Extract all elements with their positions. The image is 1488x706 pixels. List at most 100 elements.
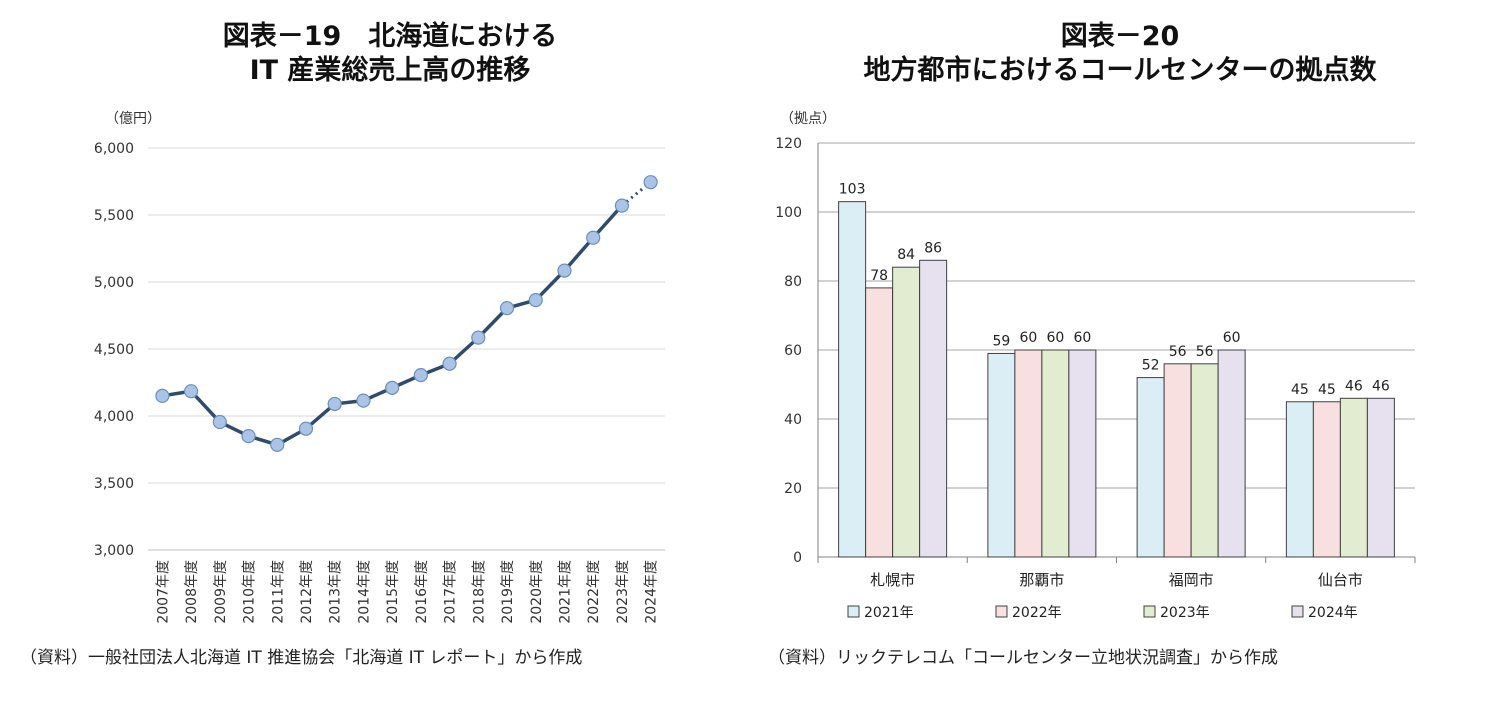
- bar: [919, 259, 948, 558]
- legend-swatch: [1291, 605, 1304, 618]
- y-tick-label: 120: [775, 136, 802, 152]
- x-tick-label: 2024年度: [644, 560, 660, 624]
- x-tick-label: 2014年度: [356, 560, 372, 624]
- bar: [1285, 401, 1314, 558]
- data-label: 103: [839, 182, 866, 198]
- y-tick-label: 0: [793, 550, 802, 566]
- data-label: 60: [1019, 330, 1037, 346]
- data-point: [557, 263, 572, 278]
- y-tick-label: 4,500: [94, 342, 134, 358]
- x-tick-label: 2009年度: [213, 560, 229, 624]
- source-note: （資料）一般社団法人北海道 IT 推進協会「北海道 IT レポート」から作成: [20, 648, 583, 668]
- chart-title-it-sales: 図表－19 北海道における IT 産業総売上高の推移: [110, 20, 670, 88]
- bar: [1190, 363, 1219, 558]
- y-tick-label: 20: [784, 481, 802, 497]
- source-note: （資料）リックテレコム「コールセンター立地状況調査」から作成: [768, 648, 1278, 668]
- x-tick-label: 仙台市: [1318, 571, 1363, 589]
- bar: [1312, 401, 1341, 558]
- data-point: [643, 175, 658, 190]
- x-tick-label: 2010年度: [242, 560, 258, 624]
- y-tick-label: 60: [784, 343, 802, 359]
- data-label: 86: [924, 240, 942, 256]
- data-point: [586, 230, 601, 245]
- legend-label: 2023年: [1160, 605, 1210, 621]
- data-point: [614, 198, 630, 213]
- x-tick-label: 2017年度: [443, 560, 459, 624]
- x-tick-label: 2019年度: [500, 560, 516, 624]
- data-point: [183, 384, 199, 399]
- bar: [1068, 349, 1097, 558]
- data-label: 60: [1223, 330, 1241, 346]
- bar: [987, 352, 1016, 558]
- y-tick-label: 100: [775, 205, 802, 221]
- y-tick-label: 6,000: [94, 141, 134, 157]
- x-tick-label: 2023年度: [615, 560, 631, 624]
- x-tick-label: 2008年度: [184, 560, 200, 624]
- x-tick-label: 2015年度: [385, 560, 401, 624]
- x-tick-label: 那覇市: [1019, 571, 1064, 589]
- bar: [892, 266, 921, 558]
- data-label: 59: [992, 333, 1010, 349]
- data-label: 60: [1046, 330, 1064, 346]
- title-line-2: IT 産業総売上高の推移: [249, 55, 531, 86]
- data-label: 46: [1372, 378, 1390, 394]
- x-tick-label: 2018年度: [471, 560, 487, 624]
- data-point: [270, 437, 285, 452]
- series-line: [162, 204, 624, 447]
- legend-label: 2022年: [1012, 605, 1062, 621]
- y-tick-label: 80: [784, 274, 802, 290]
- data-point: [385, 380, 400, 395]
- data-point: [212, 414, 227, 430]
- data-point: [298, 421, 314, 436]
- x-tick-label: 札幌市: [870, 571, 915, 589]
- data-point: [327, 396, 342, 412]
- chart-title-call-centers: 図表－20 地方都市におけるコールセンターの拠点数: [790, 20, 1450, 88]
- y-axis-unit-label: （億円）: [105, 111, 161, 127]
- legend-swatch: [1143, 605, 1156, 618]
- data-point: [528, 292, 543, 308]
- data-point: [356, 393, 371, 408]
- bar: [838, 201, 867, 558]
- legend-label: 2021年: [864, 605, 914, 621]
- data-point: [442, 356, 457, 371]
- title-line-2: 地方都市におけるコールセンターの拠点数: [863, 55, 1377, 86]
- data-label: 52: [1142, 358, 1160, 374]
- bar: [1217, 349, 1246, 558]
- x-tick-label: 2022年度: [586, 560, 602, 624]
- y-axis-unit-label: （拠点）: [780, 111, 836, 127]
- x-tick-label: 2011年度: [270, 560, 286, 624]
- legend-swatch: [995, 605, 1008, 618]
- bar: [1366, 397, 1395, 558]
- title-line-1: 図表－20: [1060, 21, 1180, 52]
- data-point: [241, 429, 256, 444]
- x-tick-label: 2016年度: [414, 560, 430, 624]
- bar: [1339, 397, 1368, 558]
- data-label: 56: [1196, 344, 1214, 360]
- data-label: 45: [1318, 382, 1336, 398]
- title-line-1: 図表－19 北海道における: [222, 21, 558, 52]
- data-point: [155, 388, 170, 403]
- y-tick-label: 3,000: [94, 543, 134, 559]
- data-point: [471, 330, 486, 345]
- y-tick-label: 5,500: [94, 208, 134, 224]
- data-label: 84: [897, 247, 915, 263]
- legend-label: 2024年: [1308, 605, 1358, 621]
- bar: [865, 287, 894, 558]
- bar: [1163, 363, 1192, 558]
- data-label: 45: [1291, 382, 1309, 398]
- bar: [1014, 349, 1043, 558]
- x-tick-label: 2021年度: [557, 560, 573, 624]
- x-tick-label: 2012年度: [299, 560, 315, 624]
- y-tick-label: 5,000: [94, 275, 134, 291]
- data-label: 56: [1169, 344, 1187, 360]
- bar: [1041, 349, 1070, 558]
- y-tick-label: 40: [784, 412, 802, 428]
- data-point: [499, 301, 515, 316]
- data-label: 60: [1073, 330, 1091, 346]
- x-tick-label: 福岡市: [1169, 571, 1214, 589]
- data-point: [413, 368, 428, 383]
- data-label: 78: [870, 268, 888, 284]
- legend-swatch: [847, 605, 860, 618]
- bar: [1136, 377, 1165, 558]
